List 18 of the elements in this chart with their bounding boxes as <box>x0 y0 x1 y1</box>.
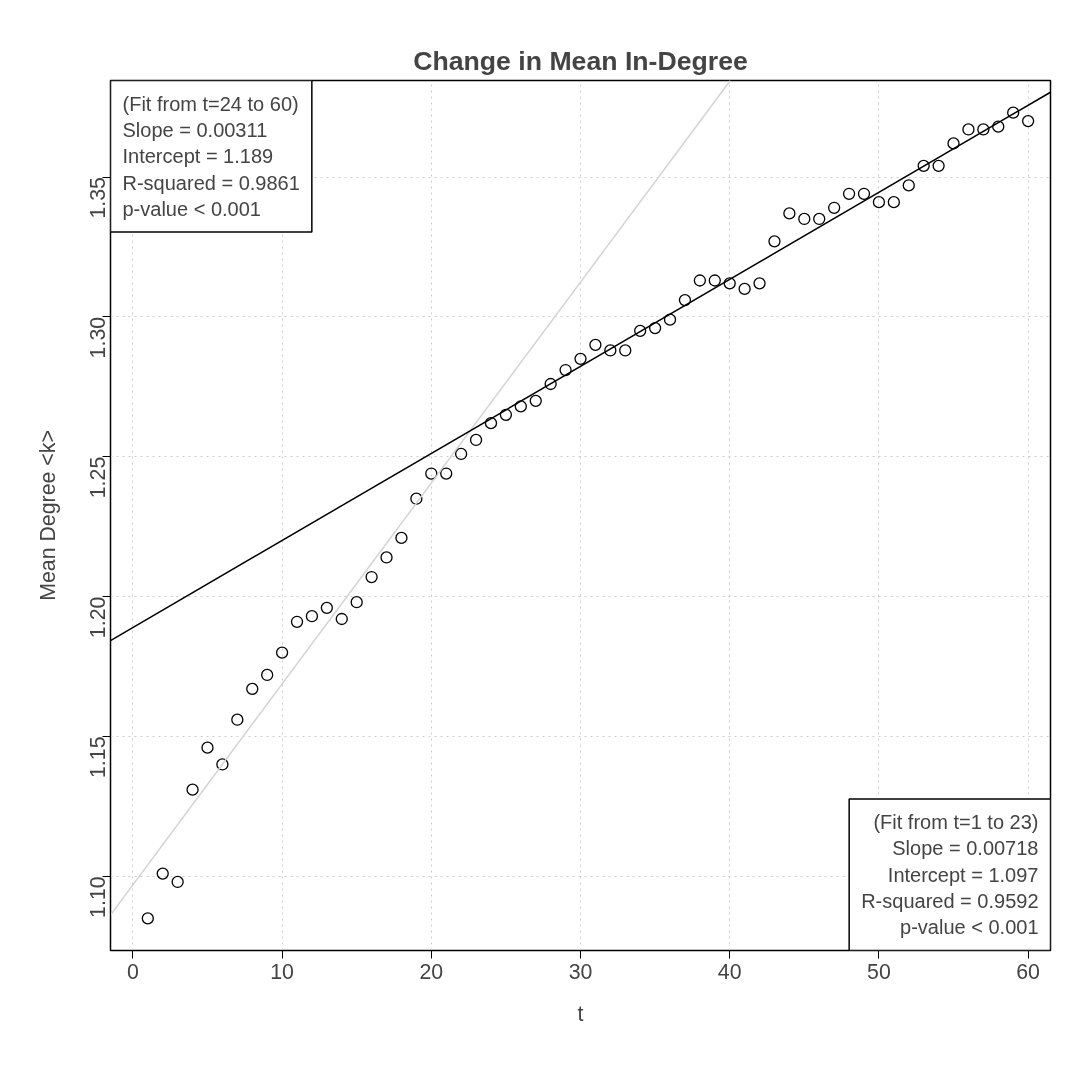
y-tick-label: 1.35 <box>86 177 110 219</box>
x-tick-label: 20 <box>419 959 444 984</box>
x-tick-label: 0 <box>126 959 139 984</box>
chart-title: Change in Mean In-Degree <box>413 45 748 76</box>
y-tick-label: 1.30 <box>86 316 110 359</box>
y-axis-title: Mean Degree <k> <box>35 430 60 601</box>
x-tick-label: 30 <box>568 959 593 984</box>
x-tick-label: 40 <box>717 959 742 984</box>
annotation: (Fit from t=1 to 23) Slope = 0.00718 Intercept = 1.097 R-squared = 0.9592 p-value < 0.001 <box>861 810 1039 939</box>
x-tick-label: 10 <box>270 959 295 984</box>
y-tick-label: 1.15 <box>86 736 110 779</box>
x-axis-title: t <box>577 1001 584 1026</box>
x-tick-label: 60 <box>1016 959 1041 984</box>
y-tick-label: 1.25 <box>86 456 110 499</box>
annotation: (Fit from t=24 to 60) Slope = 0.00311 Intercept = 1.189 R-squared = 0.9861 p-value < 0.001 <box>122 92 300 221</box>
y-tick-label: 1.10 <box>86 876 110 918</box>
x-tick-label: 50 <box>867 959 891 984</box>
y-tick-label: 1.20 <box>86 596 110 639</box>
